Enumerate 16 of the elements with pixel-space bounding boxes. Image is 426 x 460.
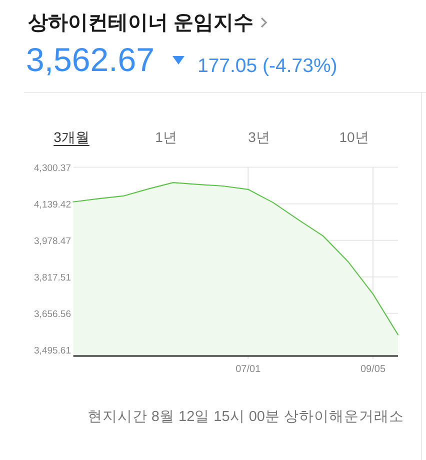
title: 상하이컨테이너 운임지수 [28,12,254,34]
tab-label: 3년 [248,129,270,145]
y-tick-label: 3,495.61 [34,345,71,356]
y-tick-label: 3,656.56 [34,308,71,320]
subtitle: 3,562.67 [26,41,154,78]
x-tick-label: 09/05 [360,364,386,375]
change-label: 177.05 (-4.73%) [197,55,338,77]
footnote: 현지시간 8월 12일 15시 00분 상하이해운거래소 [87,409,404,425]
tab-label: 1년 [155,129,177,145]
y-tick-label: 4,300.37 [34,162,71,174]
x-tick-label: 07/01 [236,364,261,375]
y-tick-label: 4,139.42 [34,199,71,210]
y-tick-label: 3,817.51 [34,272,71,284]
tab-label: 3개월 [54,129,90,145]
y-tick-label: 3,978.47 [34,236,71,247]
tab-label: 10년 [339,129,369,145]
